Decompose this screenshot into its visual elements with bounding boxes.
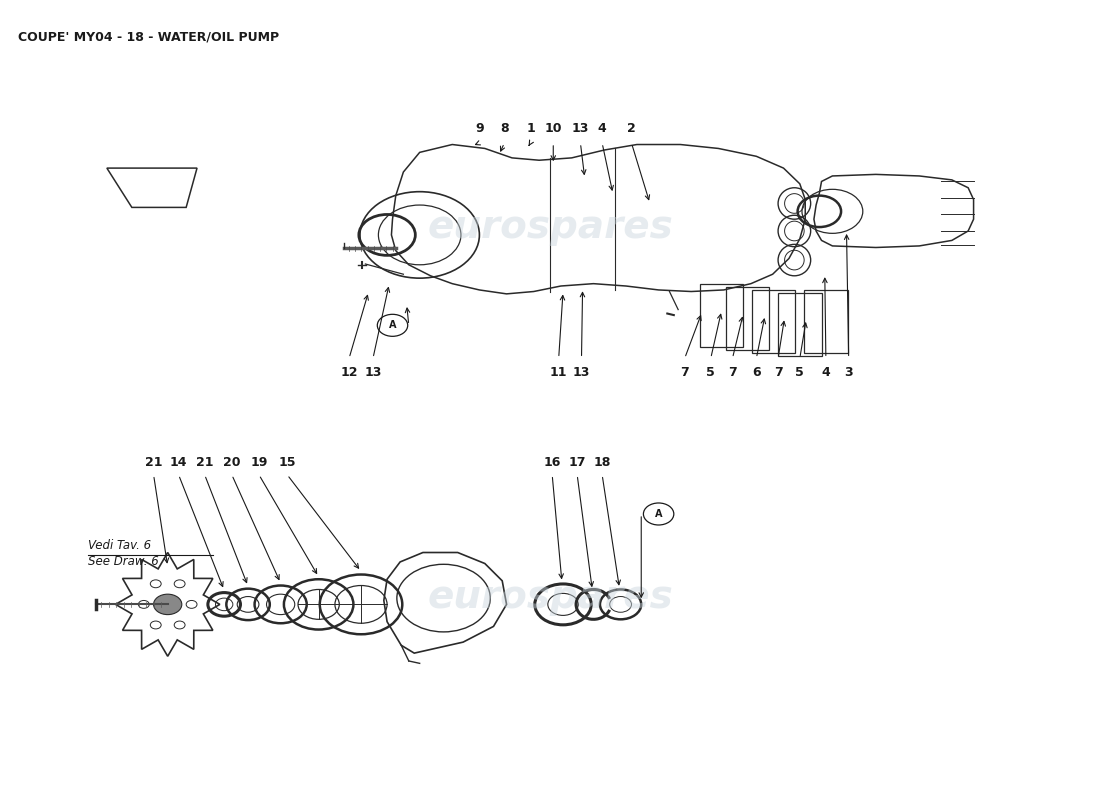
Text: 13: 13 bbox=[572, 122, 590, 135]
Text: 10: 10 bbox=[544, 122, 562, 135]
Text: 6: 6 bbox=[752, 366, 761, 379]
Text: 8: 8 bbox=[500, 122, 508, 135]
Text: Vedi Tav. 6: Vedi Tav. 6 bbox=[88, 539, 152, 552]
Text: 2: 2 bbox=[627, 122, 636, 135]
Text: 17: 17 bbox=[569, 456, 586, 470]
Text: COUPE' MY04 - 18 - WATER/OIL PUMP: COUPE' MY04 - 18 - WATER/OIL PUMP bbox=[18, 30, 279, 43]
Text: 4: 4 bbox=[822, 366, 830, 379]
Text: 16: 16 bbox=[543, 456, 561, 470]
Text: 5: 5 bbox=[706, 366, 715, 379]
Circle shape bbox=[154, 594, 182, 614]
Text: 14: 14 bbox=[169, 456, 187, 470]
Text: 1: 1 bbox=[526, 122, 535, 135]
Text: 15: 15 bbox=[278, 456, 296, 470]
Text: 5: 5 bbox=[795, 366, 804, 379]
Text: 13: 13 bbox=[364, 366, 382, 379]
Text: 7: 7 bbox=[773, 366, 782, 379]
Text: A: A bbox=[388, 320, 396, 330]
Text: 9: 9 bbox=[475, 122, 484, 135]
Text: 21: 21 bbox=[145, 456, 163, 470]
Text: See Draw. 6: See Draw. 6 bbox=[88, 554, 160, 568]
Text: 4: 4 bbox=[597, 122, 606, 135]
Text: 7: 7 bbox=[728, 366, 737, 379]
Text: 3: 3 bbox=[845, 366, 853, 379]
Text: 20: 20 bbox=[223, 456, 241, 470]
Text: eurospares: eurospares bbox=[427, 578, 673, 615]
Text: 18: 18 bbox=[593, 456, 611, 470]
Text: 12: 12 bbox=[340, 366, 358, 379]
Text: A: A bbox=[654, 509, 662, 519]
Text: 7: 7 bbox=[680, 366, 689, 379]
Text: eurospares: eurospares bbox=[427, 208, 673, 246]
Text: 13: 13 bbox=[573, 366, 591, 379]
Text: 19: 19 bbox=[250, 456, 267, 470]
Text: 11: 11 bbox=[550, 366, 568, 379]
Text: 21: 21 bbox=[196, 456, 213, 470]
